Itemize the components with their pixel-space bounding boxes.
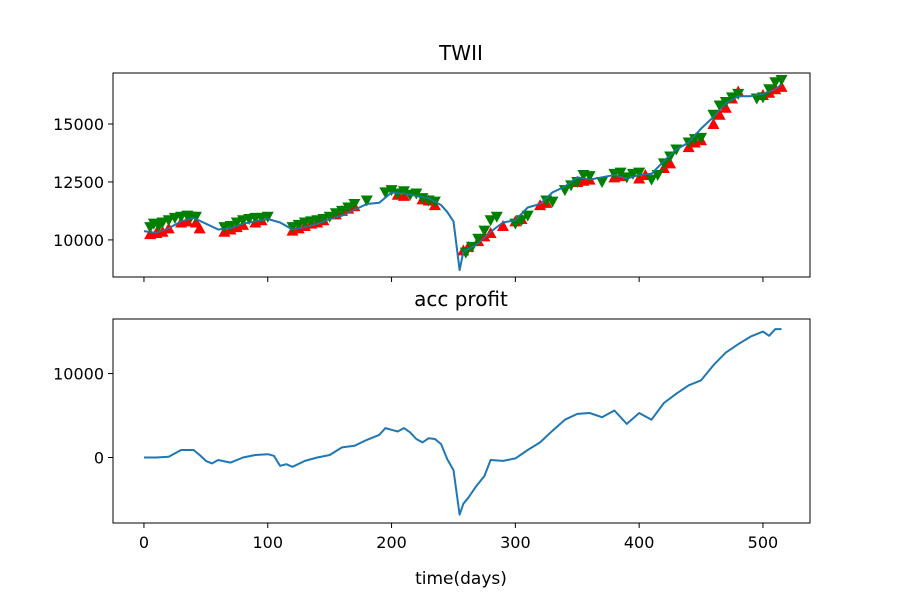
profit-x-axis: 0 100 200 300 400 500: [139, 523, 778, 552]
buy-marker: [707, 118, 720, 129]
profit-x-axis-label: time(days): [415, 569, 507, 589]
sell-marker: [726, 92, 739, 104]
profit-x-tick-label: 0: [139, 533, 149, 552]
twii-axes-frame: [112, 72, 811, 278]
sell-marker: [348, 198, 361, 210]
sell-marker: [695, 132, 708, 144]
sell-marker: [565, 180, 578, 192]
sell-marker: [478, 225, 491, 237]
sell-marker: [336, 205, 349, 217]
twii-y-tick-label: 10000: [53, 231, 104, 250]
sell-marker: [657, 158, 670, 170]
profit-panel: acc profit 0 10000 0 100 200 300 400 500 time(…: [53, 287, 811, 589]
twii-y-axis: 10000 12500 15000: [53, 115, 113, 250]
sell-marker: [645, 174, 658, 186]
buy-marker: [193, 222, 206, 234]
sell-marker: [664, 151, 677, 163]
sell-marker: [397, 186, 410, 198]
sell-marker: [596, 176, 609, 188]
sell-marker: [323, 211, 336, 223]
buy-marker: [713, 108, 726, 120]
profit-x-tick-label: 400: [624, 533, 655, 552]
profit-axes-frame: [112, 318, 811, 524]
sell-marker: [410, 188, 423, 200]
buy-marker: [496, 220, 509, 231]
profit-plot-area: [144, 328, 782, 516]
twii-y-tick-label: 12500: [53, 173, 104, 192]
sell-marker: [775, 74, 788, 86]
profit-x-tick-label: 500: [748, 533, 779, 552]
sell-marker: [633, 167, 646, 179]
twii-title: TWII: [438, 41, 483, 65]
twii-panel: TWII 10000 12500 15000: [53, 41, 811, 282]
twii-series-line-overlay: [143, 83, 782, 271]
sell-marker: [490, 211, 503, 223]
sell-marker: [583, 171, 596, 183]
sell-marker: [472, 233, 485, 245]
twii-x-axis: [143, 277, 764, 282]
sell-marker: [342, 202, 355, 214]
buy-marker: [775, 80, 788, 92]
sell-marker: [713, 100, 726, 112]
sell-marker: [732, 88, 745, 100]
sell-marker: [546, 196, 559, 208]
sell-marker: [224, 221, 237, 232]
sell-marker: [459, 247, 472, 259]
twii-series-line: [143, 83, 783, 271]
sell-marker: [261, 211, 274, 223]
profit-series-line: [144, 328, 782, 516]
profit-y-tick-label: 10000: [53, 365, 104, 384]
sell-marker: [521, 210, 534, 222]
sell-marker: [189, 211, 202, 223]
sell-marker: [763, 84, 776, 96]
profit-title: acc profit: [414, 287, 508, 311]
twii-y-tick-label: 15000: [53, 115, 104, 134]
profit-y-axis: 0 10000: [53, 365, 113, 468]
profit-x-tick-label: 100: [252, 533, 283, 552]
sell-marker: [651, 170, 664, 181]
sell-marker: [385, 185, 398, 197]
profit-x-tick-label: 200: [376, 533, 407, 552]
profit-x-tick-label: 300: [500, 533, 531, 552]
profit-y-tick-label: 0: [94, 449, 104, 468]
sell-marker: [484, 215, 497, 227]
twii-plot-area: [143, 74, 788, 271]
buy-marker: [664, 157, 677, 169]
sell-marker: [614, 167, 627, 179]
sell-marker: [360, 195, 373, 207]
